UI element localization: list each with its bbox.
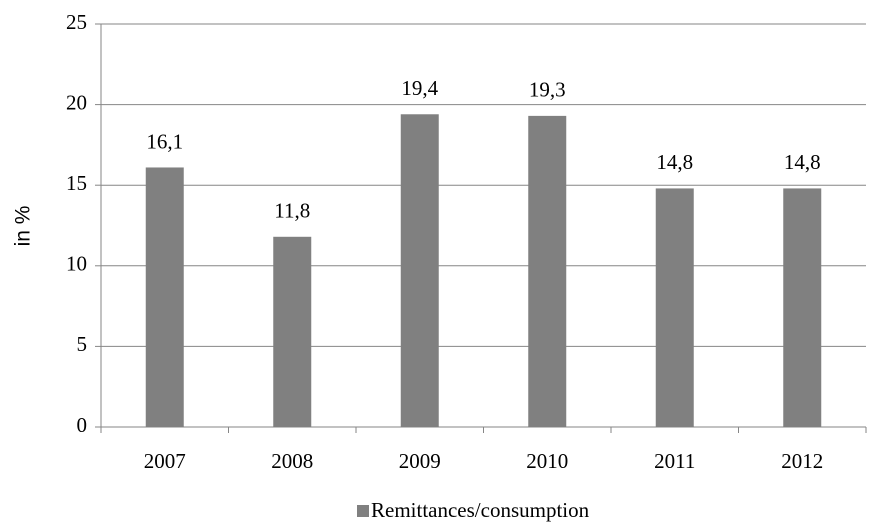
x-tick-label: 2009: [399, 449, 441, 473]
value-label: 19,3: [529, 78, 566, 102]
bar: [528, 115, 567, 427]
value-label: 11,8: [274, 199, 310, 223]
bar: [783, 188, 822, 427]
x-tick-label: 2008: [271, 449, 313, 473]
bar: [145, 167, 184, 427]
x-tick-label: 2007: [144, 449, 186, 473]
x-tick-label: 2010: [526, 449, 568, 473]
x-tick-label: 2011: [654, 449, 695, 473]
value-label: 16,1: [146, 129, 183, 153]
y-tick-label: 25: [66, 10, 87, 34]
y-tick-label: 10: [66, 252, 87, 276]
value-label: 19,4: [401, 76, 438, 100]
x-tick-label: 2012: [781, 449, 823, 473]
bar: [400, 114, 439, 427]
y-tick-label: 15: [66, 171, 87, 195]
y-tick-label: 5: [77, 332, 88, 356]
bar: [655, 188, 694, 427]
y-tick-label: 20: [66, 90, 87, 114]
value-label: 14,8: [784, 150, 821, 174]
y-tick-label: 0: [77, 413, 88, 437]
y-axis-title: in %: [12, 206, 35, 247]
value-label: 14,8: [656, 150, 693, 174]
legend-label: Remittances/consumption: [371, 498, 590, 522]
bar: [273, 236, 312, 427]
legend-marker: [357, 505, 369, 517]
